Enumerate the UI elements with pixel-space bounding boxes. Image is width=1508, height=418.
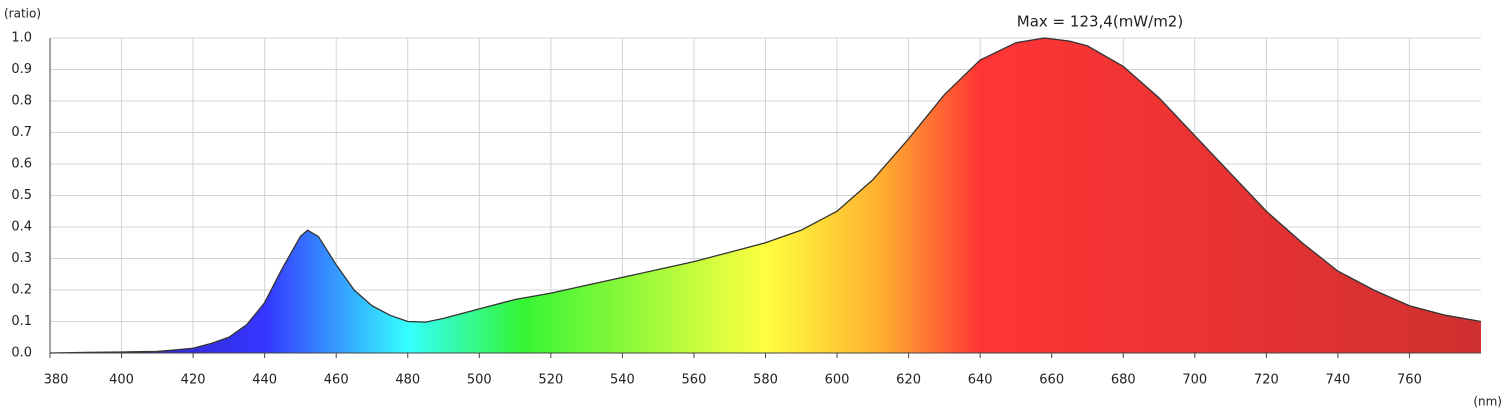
y-tick-label: 0.9	[11, 62, 32, 77]
x-tick-label: 380	[44, 373, 69, 388]
x-tick-label: 560	[682, 373, 707, 388]
y-tick-label: 1.0	[11, 31, 32, 46]
y-tick-label: 0.5	[11, 188, 32, 203]
y-tick-label: 0.2	[11, 283, 32, 298]
y-tick-label: 0.6	[11, 157, 32, 172]
area	[50, 38, 1481, 353]
x-tick-label: 720	[1254, 373, 1279, 388]
x-tick-label: 480	[395, 373, 420, 388]
y-tick-label: 0.4	[11, 220, 32, 235]
x-tick-label: 460	[324, 373, 349, 388]
x-tick-label: 680	[1111, 373, 1136, 388]
x-tick-label: 400	[109, 373, 134, 388]
x-tick-label: 600	[825, 373, 850, 388]
x-tick-label: 660	[1039, 373, 1064, 388]
y-tick-label: 0.1	[11, 314, 32, 329]
x-tick-label: 740	[1325, 373, 1350, 388]
x-tick-label: 420	[181, 373, 206, 388]
y-tick-label: 0.0	[11, 346, 32, 361]
x-tick-label: 620	[896, 373, 921, 388]
x-tick-label: 760	[1397, 373, 1422, 388]
x-tick-label: 640	[968, 373, 993, 388]
x-axis-label: (nm)	[1473, 395, 1502, 409]
x-tick-label: 520	[538, 373, 563, 388]
y-tick-label: 0.7	[11, 125, 32, 140]
y-axis-label: (ratio)	[4, 7, 41, 21]
x-tick-label: 440	[252, 373, 277, 388]
annotation: Max = 123,4(mW/m2)	[1017, 13, 1183, 31]
x-tick-label: 500	[467, 373, 492, 388]
y-tick-label: 0.3	[11, 251, 32, 266]
line	[49, 37, 1482, 354]
x-tick-label: 540	[610, 373, 635, 388]
y-tick-label: 0.8	[11, 94, 32, 109]
x-tick-label: 700	[1182, 373, 1207, 388]
x-tick-label: 580	[753, 373, 778, 388]
